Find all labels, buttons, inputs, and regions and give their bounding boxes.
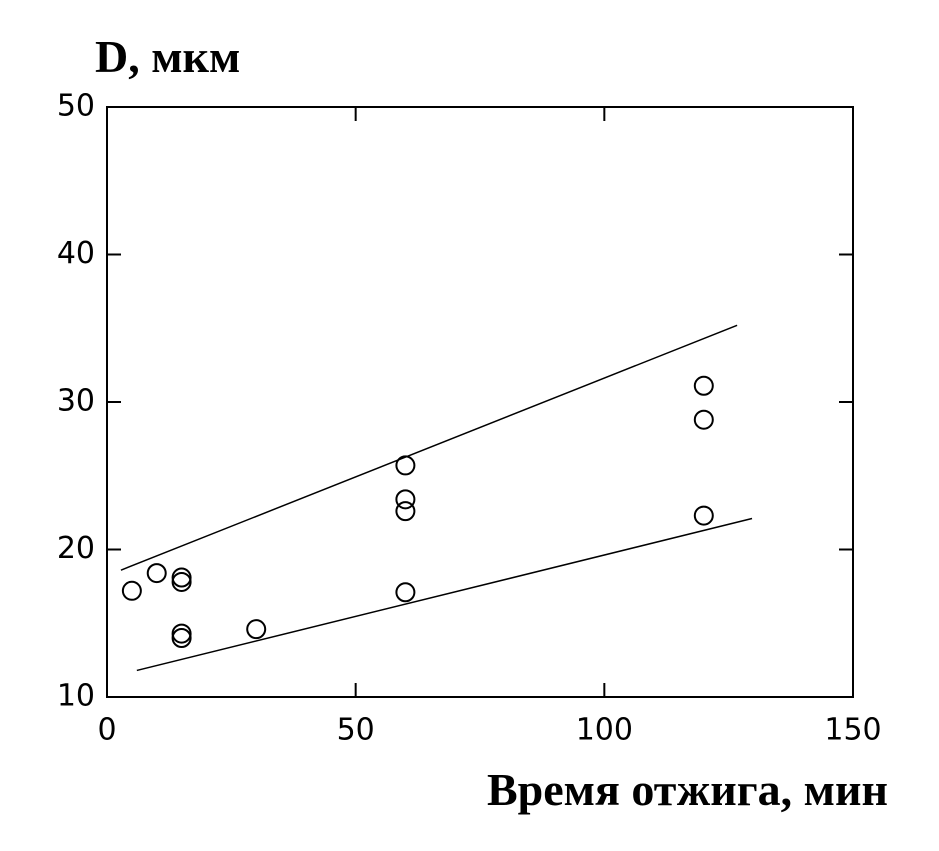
x-axis-label: Время отжига, мин [487, 764, 888, 815]
bound-line [136, 517, 753, 672]
data-point [171, 567, 192, 588]
x-tick-label: 100 [576, 713, 633, 748]
bound-line [120, 324, 738, 571]
data-point [693, 505, 714, 526]
y-tick-label: 20 [57, 531, 95, 566]
data-point [246, 619, 267, 640]
y-tick-label: 50 [57, 89, 95, 124]
data-point [146, 563, 167, 584]
data-point [171, 623, 192, 644]
data-point [395, 582, 416, 603]
x-tick-label: 0 [97, 713, 116, 748]
data-point [171, 628, 192, 648]
y-tick-label: 30 [57, 384, 95, 419]
chart-title: D, мкм [95, 31, 240, 82]
x-tick-label: 50 [337, 713, 375, 748]
plot-frame [106, 106, 854, 698]
data-point [395, 501, 416, 522]
x-tick-label: 150 [824, 713, 881, 748]
data-point [693, 409, 714, 430]
data-point [121, 580, 142, 601]
data-point [171, 571, 192, 592]
data-point [395, 489, 416, 510]
y-tick-label: 40 [57, 236, 95, 271]
data-point [693, 375, 714, 396]
y-tick-label: 10 [57, 679, 95, 714]
